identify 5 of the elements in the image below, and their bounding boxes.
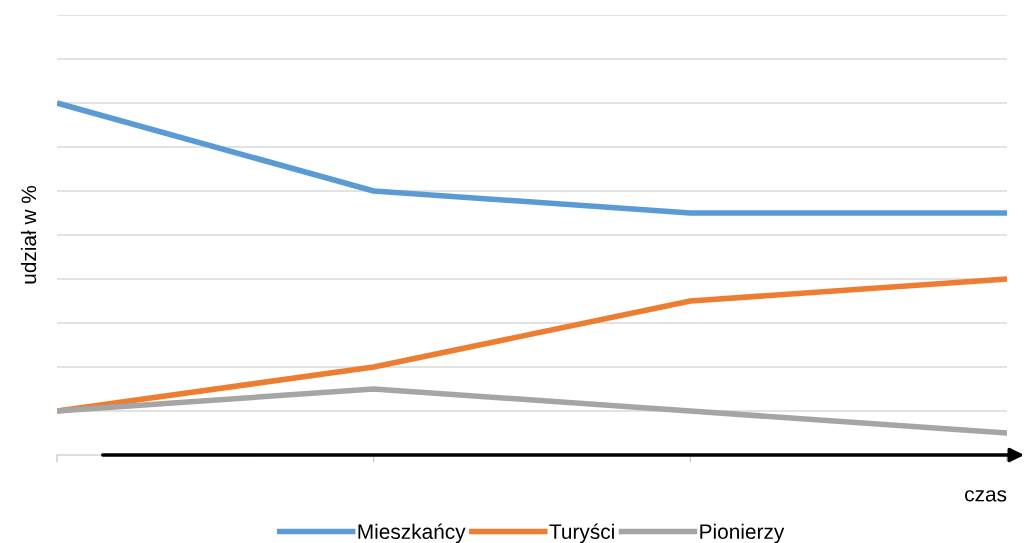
x-axis-title: czas	[965, 490, 1007, 502]
legend-label: Pionierzy	[700, 523, 785, 543]
legend-label: Mieszkańcy	[358, 523, 466, 543]
y-axis-title: udział w %	[20, 185, 37, 284]
legend-label: Turyści	[549, 523, 614, 543]
